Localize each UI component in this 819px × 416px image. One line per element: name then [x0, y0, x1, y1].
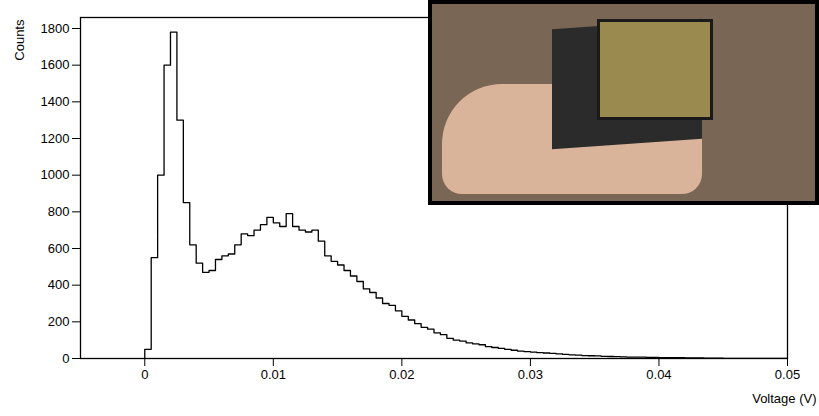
svg-text:Counts: Counts	[12, 19, 27, 61]
svg-text:800: 800	[48, 204, 70, 219]
svg-text:0.02: 0.02	[389, 367, 414, 382]
svg-text:400: 400	[48, 277, 70, 292]
svg-text:1600: 1600	[41, 57, 70, 72]
svg-text:1200: 1200	[41, 131, 70, 146]
svg-text:0: 0	[141, 367, 148, 382]
svg-text:0: 0	[62, 351, 69, 366]
svg-text:1000: 1000	[41, 167, 70, 182]
svg-text:0.04: 0.04	[646, 367, 671, 382]
svg-text:1800: 1800	[41, 21, 70, 36]
svg-text:Voltage (V): Voltage (V)	[752, 391, 816, 406]
svg-text:0.03: 0.03	[518, 367, 543, 382]
svg-text:1400: 1400	[41, 94, 70, 109]
svg-text:600: 600	[48, 241, 70, 256]
svg-text:0.01: 0.01	[261, 367, 286, 382]
svg-text:0.05: 0.05	[775, 367, 800, 382]
svg-text:200: 200	[48, 314, 70, 329]
